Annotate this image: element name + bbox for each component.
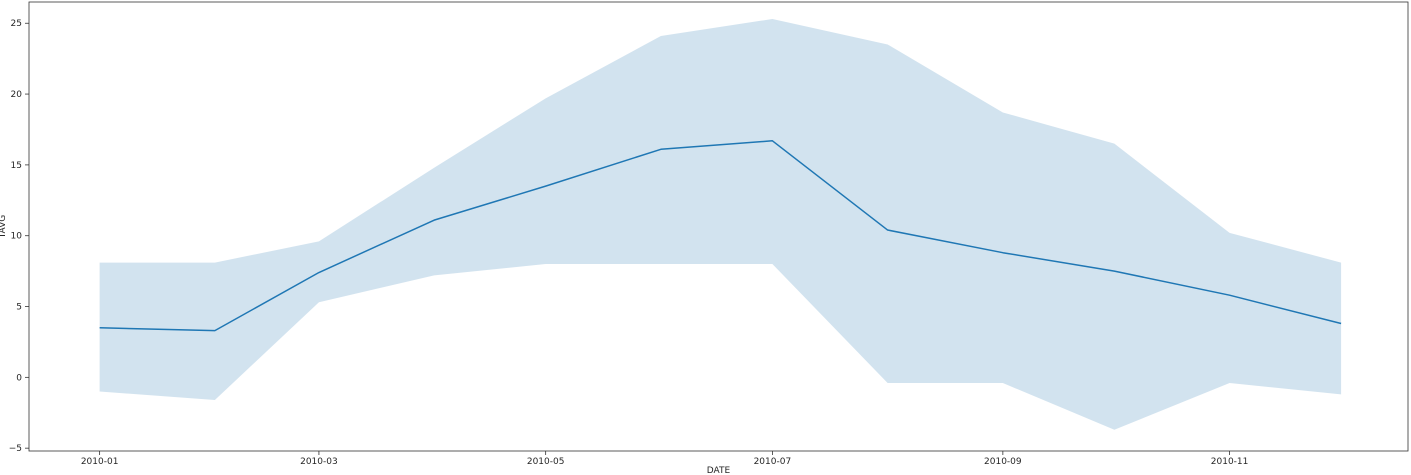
data-point (1228, 294, 1231, 297)
x-tick-label: 2010-01 (81, 457, 119, 467)
data-point (317, 271, 320, 274)
x-tick-label: 2010-05 (527, 457, 565, 467)
data-point (98, 326, 101, 329)
axes-frame (28, 1, 1409, 452)
data-point (544, 185, 547, 188)
y-tick-label: 25 (11, 19, 22, 29)
x-tick-label: 2010-11 (1211, 457, 1249, 467)
data-point (886, 229, 889, 232)
x-tick-label: 2010-09 (984, 457, 1022, 467)
data-point (771, 139, 774, 142)
data-point (659, 148, 662, 151)
x-tick-label: 2010-07 (754, 457, 792, 467)
y-tick-label: 15 (11, 161, 22, 171)
confidence-band (99, 19, 1342, 430)
y-tick-label: 20 (11, 90, 23, 100)
data-point (433, 219, 436, 222)
data-point (1001, 251, 1004, 254)
y-tick-label: −5 (9, 444, 22, 454)
x-tick-label: 2010-03 (300, 457, 338, 467)
axis-ticks: 2010-01 2010-03 2010-05 2010-07 2010-09 2010-… (9, 19, 1249, 467)
data-point (213, 329, 216, 332)
data-point (1113, 270, 1116, 273)
y-tick-label: 0 (16, 373, 22, 383)
y-tick-label: 10 (11, 232, 23, 242)
series-line (99, 140, 1342, 332)
y-tick-label: 5 (16, 303, 22, 313)
y-axis-label: TAVG (0, 215, 8, 240)
plot-area (98, 19, 1343, 430)
x-axis-label: DATE (707, 466, 731, 475)
data-point (1340, 322, 1343, 325)
